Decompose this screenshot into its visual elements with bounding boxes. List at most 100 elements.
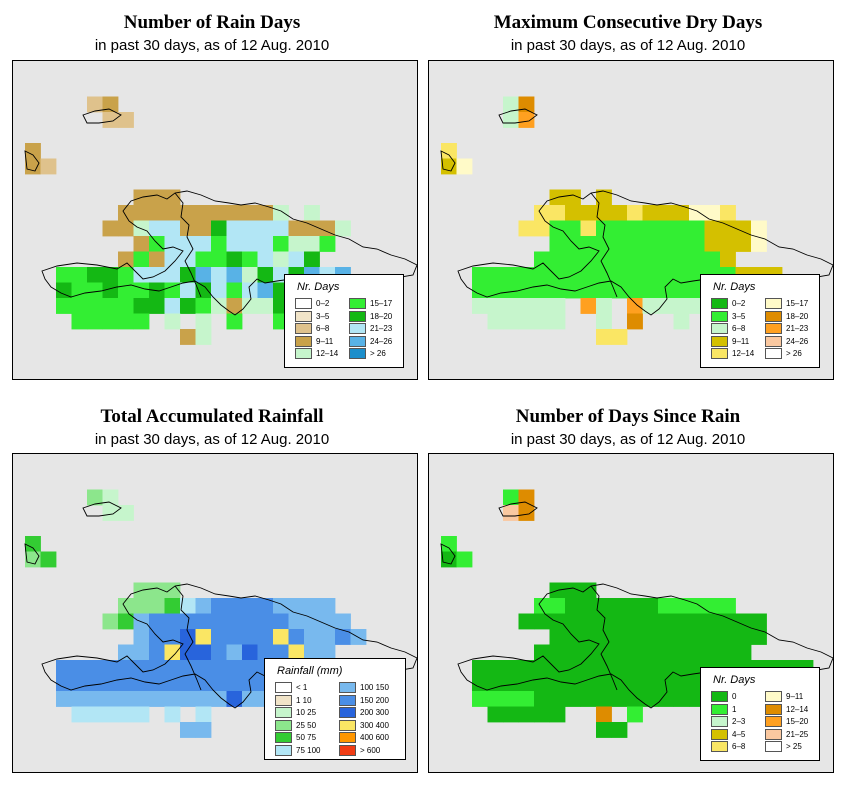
legend-swatch <box>711 741 728 752</box>
grid-cell <box>180 282 196 299</box>
grid-cell <box>180 644 196 661</box>
legend-swatch <box>349 335 366 347</box>
grid-cell <box>288 644 305 661</box>
legend-label: 24–26 <box>370 336 393 346</box>
legend-label: 1 10 <box>296 695 312 705</box>
islet-outline <box>440 150 456 172</box>
grid-cell <box>611 251 628 268</box>
grid-cell <box>689 205 705 221</box>
grid-cell <box>133 313 150 330</box>
legend-item: 15–17 <box>765 298 808 309</box>
legend-swatch <box>339 707 356 718</box>
legend-item: 21–23 <box>349 323 392 334</box>
legend-label: 21–23 <box>370 324 393 333</box>
legend-swatch <box>765 335 782 347</box>
grid-cell <box>580 582 597 599</box>
grid-cell <box>611 629 628 645</box>
grid-cell <box>304 251 320 268</box>
grid-cell <box>87 660 103 676</box>
grid-cell <box>133 660 150 676</box>
grid-cell <box>164 298 181 314</box>
grid-cell <box>226 205 243 221</box>
legend-swatch <box>711 716 728 727</box>
grid-cell <box>518 282 535 299</box>
legend-item: 18–20 <box>765 310 808 322</box>
grid-cell <box>689 598 705 614</box>
grid-cell <box>627 267 643 283</box>
legend-item: > 26 <box>765 348 802 359</box>
legend-item: 24–26 <box>765 335 808 347</box>
grid-cell <box>487 267 504 283</box>
grid-cell <box>441 536 457 552</box>
grid-cell <box>673 629 690 645</box>
grid-cell <box>211 644 227 661</box>
grid-cell <box>257 220 274 237</box>
grid-cell <box>534 598 550 614</box>
grid-cell <box>704 629 721 645</box>
grid-cell <box>118 691 134 707</box>
grid-cell <box>518 96 535 113</box>
grid-cell <box>242 267 258 283</box>
grid-cell <box>580 675 597 692</box>
grid-cell <box>180 691 196 707</box>
grid-cell <box>242 629 258 645</box>
legend-item: 25 50 <box>275 719 316 731</box>
grid-cell <box>102 298 119 314</box>
grid-cell <box>195 205 212 221</box>
grid-cell <box>673 660 690 676</box>
grid-cell <box>565 598 581 614</box>
legend-swatch <box>275 719 292 731</box>
grid-cell <box>133 298 150 314</box>
grid-cell <box>534 220 550 237</box>
legend-label: 9–11 <box>316 336 334 346</box>
grid-cell <box>319 613 336 630</box>
legend-swatch <box>765 323 782 334</box>
grid-cell <box>164 282 181 299</box>
grid-cell <box>549 675 566 692</box>
islet-outline <box>440 543 456 565</box>
legend-item: 3–5 <box>711 310 746 322</box>
grid-cell <box>102 267 119 283</box>
panel-title: Number of Days Since Rain <box>515 406 741 427</box>
islet-outline <box>498 108 538 124</box>
grid-cell <box>658 613 674 630</box>
legend-label: 10 25 <box>296 708 317 717</box>
grid-cell <box>549 629 566 645</box>
grid-cell <box>565 629 581 645</box>
legend-label: 3–5 <box>732 311 746 321</box>
grid-cell <box>518 675 535 692</box>
grid-cell <box>257 613 274 630</box>
grid-cell <box>164 267 181 283</box>
grid-cell <box>611 205 628 221</box>
legend-label: 21–25 <box>786 729 809 739</box>
grid-cell <box>735 629 752 645</box>
legend-item: 4–5 <box>711 728 745 740</box>
grid-cell <box>195 313 212 330</box>
grid-cell <box>164 313 181 330</box>
grid-cell <box>195 251 212 268</box>
grid-cell <box>102 489 119 506</box>
legend-swatch <box>275 732 292 743</box>
legend-label: 15–17 <box>370 299 393 308</box>
grid-cell <box>549 660 566 676</box>
legend-item: 3–5 <box>295 310 329 322</box>
grid-cell <box>71 706 88 723</box>
grid-cell <box>25 536 41 552</box>
legend-label: 75 100 <box>296 745 321 755</box>
grid-cell <box>549 236 566 252</box>
grid-cell <box>257 205 274 221</box>
grid-cell <box>503 112 519 128</box>
grid-cell <box>565 582 581 599</box>
grid-cell <box>149 205 165 221</box>
legend-swatch <box>339 719 356 731</box>
grid-cell <box>534 205 550 221</box>
grid-cell <box>689 251 705 268</box>
legend-item: 9–11 <box>765 691 803 702</box>
grid-cell <box>195 220 212 237</box>
grid-cell <box>257 267 274 283</box>
islet-outline <box>24 543 40 565</box>
grid-cell <box>642 629 659 645</box>
legend-swatch <box>765 310 782 322</box>
grid-cell <box>226 598 243 614</box>
grid-cell <box>288 220 305 237</box>
